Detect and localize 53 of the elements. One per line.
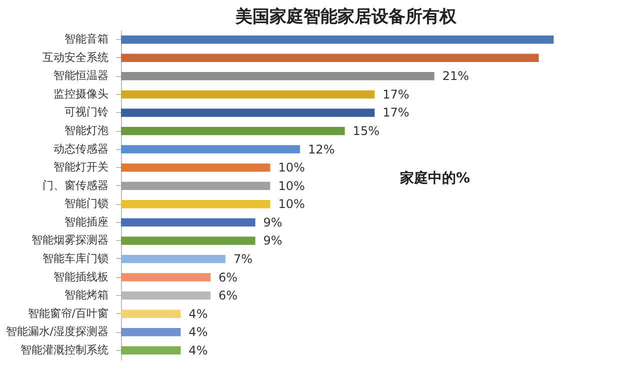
bar [121, 54, 539, 62]
bar [121, 163, 270, 172]
bar [121, 254, 226, 264]
y-tick-label: 智能门锁 [64, 197, 108, 210]
y-tick-label: 智能烟雾探测器 [32, 234, 108, 247]
y-tick-label: 智能灯泡 [64, 124, 108, 138]
data-label: 9% [263, 234, 282, 248]
data-label: 10% [278, 197, 305, 212]
bar [121, 145, 300, 154]
bar [121, 108, 375, 117]
bar [121, 273, 211, 282]
y-tick-label: 智能音箱 [64, 32, 108, 46]
bar [121, 310, 181, 318]
bar [121, 35, 554, 44]
bar [121, 328, 181, 336]
bar [121, 90, 375, 99]
y-tick-label: 智能灯开关 [54, 160, 108, 174]
y-tick-label: 智能车库门锁 [42, 252, 108, 265]
bar [121, 126, 345, 136]
bar [121, 200, 270, 208]
data-label: 4% [188, 343, 208, 358]
bar [121, 218, 256, 227]
data-label: 21% [442, 69, 469, 84]
y-tick-label: 动态传感器 [54, 142, 108, 156]
data-label: 10% [278, 160, 305, 175]
y-tick-label: 智能插线板 [54, 270, 108, 284]
bar [121, 346, 181, 355]
bar [121, 72, 434, 80]
data-label: 6% [218, 288, 238, 303]
data-label: 7% [233, 252, 252, 266]
bar [121, 236, 256, 245]
y-tick-label: 智能灌溉控制系统 [20, 343, 108, 356]
y-tick-label: 智能插座 [64, 215, 108, 228]
data-label: 4% [188, 306, 208, 321]
data-label: 15% [352, 124, 380, 138]
y-tick-label: 监控摄像头 [54, 87, 108, 100]
data-label: 4% [188, 325, 208, 340]
y-tick-label: 互动安全系统 [42, 50, 108, 64]
data-label: 6% [218, 270, 238, 284]
y-tick-label: 门、窗传感器 [42, 178, 108, 192]
data-label: 9% [263, 215, 282, 230]
y-tick-label: 智能窗帘/百叶窗 [28, 306, 108, 320]
data-label: 12% [308, 142, 335, 156]
y-tick-label: 可视门铃 [64, 106, 108, 119]
annotation: 家庭中的% [399, 170, 470, 186]
data-label: 17% [382, 106, 410, 120]
y-tick-label: 智能烤箱 [64, 288, 108, 302]
y-tick-label: 智能恒温器 [54, 69, 108, 82]
chart-title: 美国家庭智能家居设备所有权 [234, 7, 458, 27]
bar [121, 182, 270, 190]
y-tick-label: 智能漏水/湿度探测器 [6, 325, 108, 338]
data-label: 10% [278, 178, 305, 193]
data-label: 17% [382, 87, 410, 102]
